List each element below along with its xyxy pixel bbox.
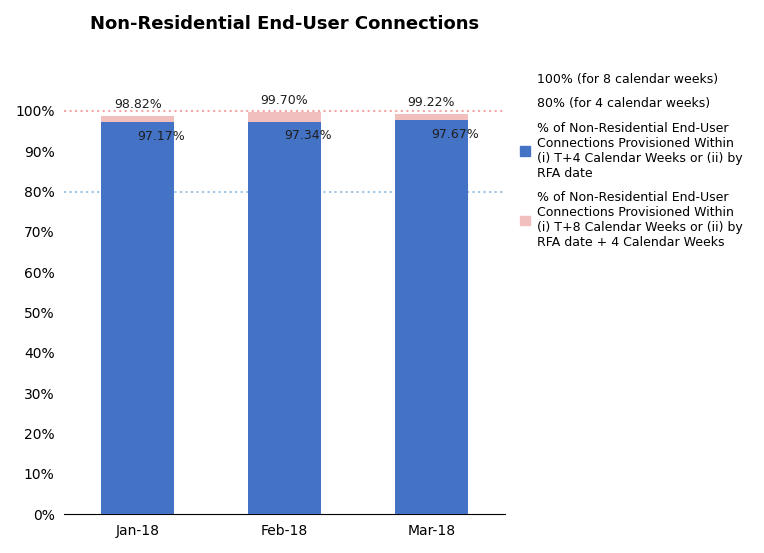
Text: 98.82%: 98.82% [114, 98, 161, 111]
Legend: 100% (for 8 calendar weeks), 80% (for 4 calendar weeks), % of Non-Residential En: 100% (for 8 calendar weeks), 80% (for 4 … [516, 68, 747, 254]
Bar [101, 122, 174, 514]
Bar [101, 116, 174, 122]
Bar [395, 114, 468, 121]
Text: 99.70%: 99.70% [261, 95, 309, 107]
Bar [248, 112, 321, 122]
Text: 97.34%: 97.34% [284, 129, 332, 142]
Text: 99.22%: 99.22% [408, 96, 455, 109]
Bar [395, 121, 468, 514]
Bar [248, 122, 321, 514]
Text: 97.17%: 97.17% [138, 130, 186, 143]
Text: 97.67%: 97.67% [432, 128, 479, 141]
Title: Non-Residential End-User Connections: Non-Residential End-User Connections [90, 15, 479, 33]
